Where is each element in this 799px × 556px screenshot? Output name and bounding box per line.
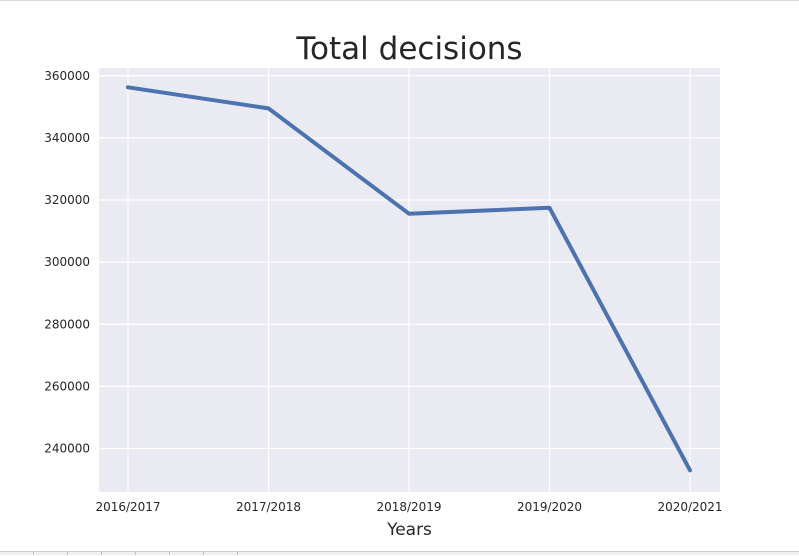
x-tick-label: 2018/2019	[376, 500, 441, 514]
x-axis-ticks: 2016/2017 2017/2018 2018/2019 2019/2020 2020…	[95, 500, 722, 514]
y-axis-ticks: 240000 260000 280000 300000 320000 340000 3600…	[44, 69, 90, 456]
x-tick-label: 2017/2018	[236, 500, 301, 514]
y-tick-label: 280000	[44, 317, 90, 331]
strip-segment	[205, 552, 238, 555]
chart-title: Total decisions	[295, 31, 522, 67]
strip-segment	[69, 552, 102, 555]
x-tick-label: 2020/2021	[657, 500, 722, 514]
y-tick-label: 240000	[44, 442, 90, 456]
strip-segment	[103, 552, 136, 555]
y-tick-label: 340000	[44, 131, 90, 145]
strip-segment	[35, 552, 68, 555]
y-tick-label: 360000	[44, 69, 90, 83]
strip-segment	[171, 552, 204, 555]
series-layer	[126, 85, 692, 473]
y-tick-label: 320000	[44, 193, 90, 207]
bottom-scroll-strip	[0, 551, 799, 555]
x-tick-label: 2019/2020	[517, 500, 582, 514]
x-tick-label: 2016/2017	[95, 500, 160, 514]
strip-segment	[1, 552, 34, 555]
series-line	[126, 85, 692, 473]
y-tick-label: 260000	[44, 379, 90, 393]
y-tick-label: 300000	[44, 255, 90, 269]
strip-segment	[137, 552, 170, 555]
x-axis-label: Years	[386, 520, 432, 540]
grid-lines	[99, 68, 720, 492]
